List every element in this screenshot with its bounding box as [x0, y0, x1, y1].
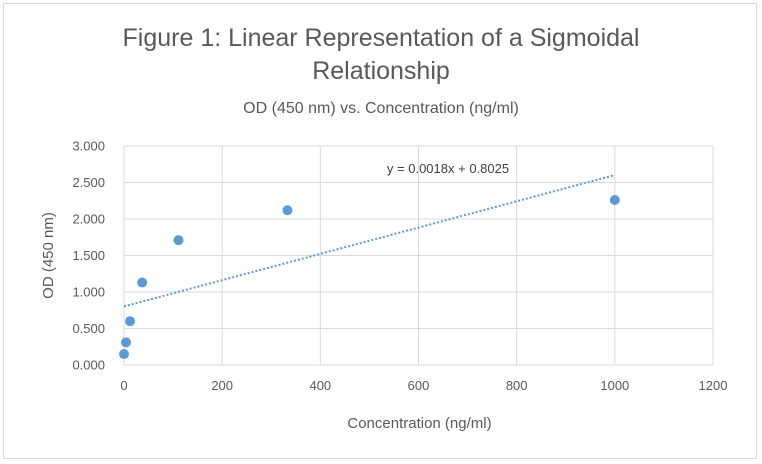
data-point: [137, 277, 148, 288]
x-tick-labels: 0 200 400 600 800 1000 1200: [120, 378, 727, 393]
data-point: [173, 235, 184, 246]
y-tick-labels: 0.000 0.500 1.000 1.500 2.000 2.500 3.000: [72, 139, 105, 373]
x-tick-label: 400: [309, 378, 331, 393]
chart-subtitle: OD (450 nm) vs. Concentration (ng/ml): [243, 100, 519, 117]
trendline: [123, 174, 616, 308]
x-tick-label: 1000: [600, 378, 629, 393]
x-tick-label: 0: [120, 378, 127, 393]
y-tick-label: 1.500: [72, 248, 105, 263]
chart-title-line-1: Figure 1: Linear Representation of a Sig…: [122, 24, 640, 52]
data-point: [609, 195, 620, 206]
chart-title: Figure 1: Linear Representation of a Sig…: [0, 22, 762, 88]
y-tick-label: 0.000: [72, 358, 105, 373]
y-tick-label: 2.500: [72, 175, 105, 190]
y-tick-label: 1.000: [72, 285, 105, 300]
data-point: [119, 349, 129, 360]
y-tick-label: 2.000: [72, 212, 105, 227]
x-tick-label: 1200: [699, 378, 728, 393]
y-axis-title: OD (450 nm): [40, 212, 57, 299]
x-tick-label: 800: [506, 378, 528, 393]
data-points: [119, 195, 620, 360]
x-axis-title: Concentration (ng/ml): [347, 415, 491, 432]
data-point: [282, 205, 293, 216]
trendline-equation: y = 0.0018x + 0.8025: [387, 161, 509, 176]
chart-frame: [3, 3, 757, 459]
data-point: [121, 337, 132, 348]
y-tick-label: 3.000: [72, 139, 105, 154]
chart-title-line-2: Relationship: [312, 57, 450, 85]
y-tick-label: 0.500: [72, 321, 105, 336]
data-point: [125, 316, 136, 327]
x-tick-label: 200: [211, 378, 233, 393]
x-tick-label: 600: [408, 378, 430, 393]
gridlines: [123, 145, 714, 366]
